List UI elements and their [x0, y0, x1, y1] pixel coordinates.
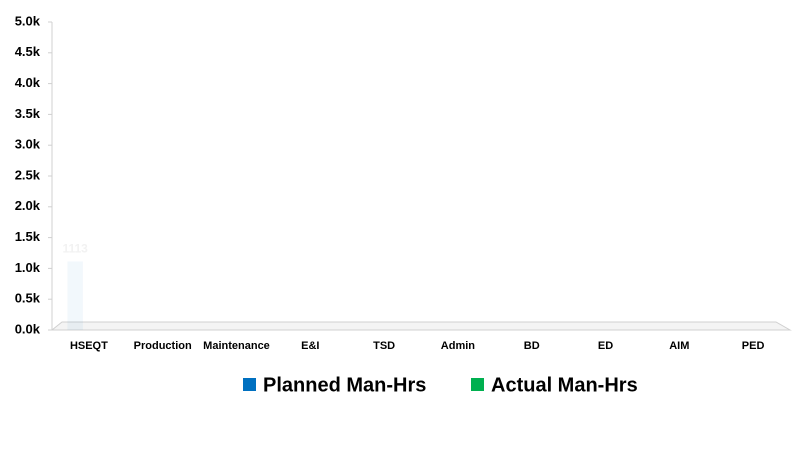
y-tick-label: 4.5k — [15, 44, 41, 59]
x-tick-label: BD — [524, 340, 540, 352]
y-tick-label: 0.5k — [15, 291, 41, 306]
x-tick-label: Admin — [441, 340, 476, 352]
floor — [50, 321, 792, 331]
legend-label: Planned Man-Hrs — [263, 374, 426, 396]
y-tick-label: 1.0k — [15, 260, 41, 275]
x-tick-label: PED — [742, 340, 765, 352]
x-tick-label: E&I — [301, 340, 319, 352]
x-tick-label: TSD — [373, 340, 395, 352]
legend-swatch — [471, 378, 484, 391]
x-tick-label: AIM — [669, 340, 689, 352]
x-tick-label: ED — [598, 340, 613, 352]
x-tick-label: Maintenance — [203, 340, 270, 352]
value-label: 1113 — [62, 242, 88, 256]
y-tick-label: 1.5k — [15, 229, 41, 244]
legend-swatch — [243, 378, 256, 391]
y-tick-label: 2.5k — [15, 167, 41, 182]
y-tick-label: 0.0k — [15, 321, 41, 336]
x-tick-label: Production — [134, 340, 192, 352]
y-tick-label: 5.0k — [15, 13, 41, 28]
bar — [67, 261, 83, 330]
y-tick-label: 4.0k — [15, 75, 41, 90]
y-tick-label: 2.0k — [15, 198, 41, 213]
x-tick-label: HSEQT — [70, 340, 108, 352]
legend-label: Actual Man-Hrs — [491, 374, 638, 396]
y-tick-label: 3.5k — [15, 106, 41, 121]
y-tick-label: 3.0k — [15, 137, 41, 152]
